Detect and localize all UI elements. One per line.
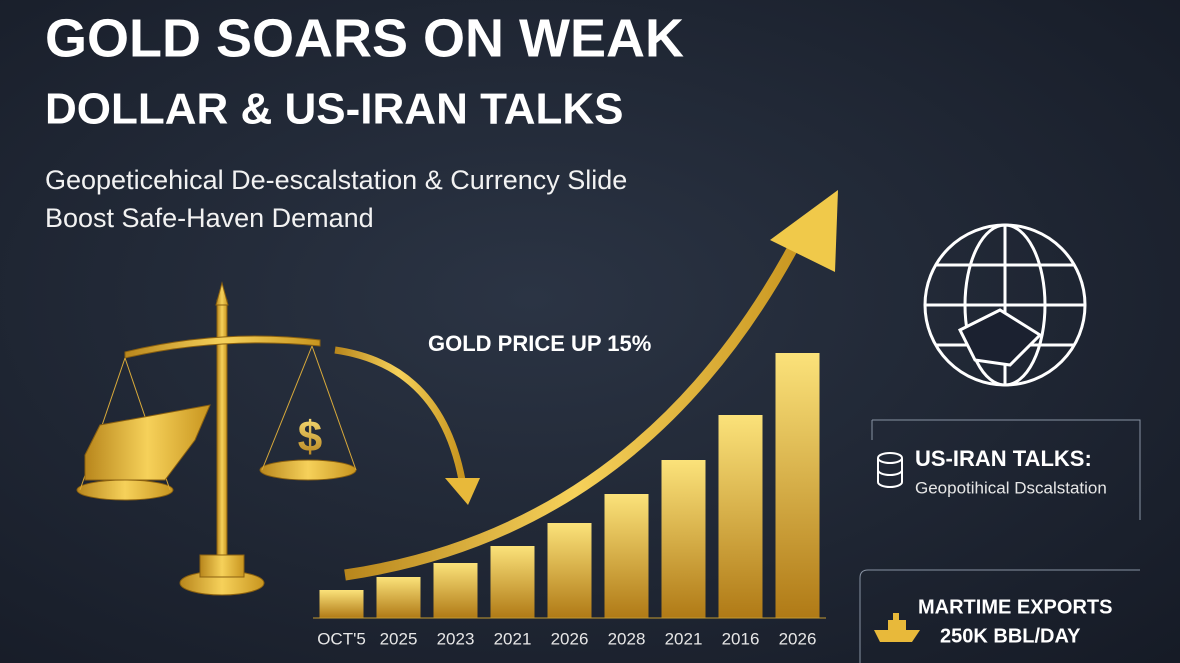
bar (661, 460, 706, 618)
bar (604, 494, 649, 618)
title-line: GOLD SOARS ON WEAK (45, 8, 684, 68)
bar (319, 590, 364, 618)
bar (490, 546, 535, 618)
title-line: DOLLAR & US-IRAN TALKS (45, 85, 623, 134)
panel-border (871, 419, 1141, 520)
curved-arrow (334, 346, 466, 481)
x-tick-label: 2026 (779, 629, 817, 648)
panel-heading: MARTIME EXPORTS (918, 596, 1112, 618)
x-tick-label: 2021 (665, 629, 703, 648)
trend-arrow (344, 222, 810, 581)
subtitle-line: Geopeticehical De-escalstation & Currenc… (45, 165, 627, 195)
x-tick-label: 2028 (608, 629, 646, 648)
bar (547, 523, 592, 618)
bar (433, 563, 478, 618)
ship-icon (874, 613, 920, 642)
x-tick-label: 2025 (380, 629, 418, 648)
scale-icon: $ (76, 281, 357, 596)
annotation: GOLD PRICE UP 15% (428, 331, 651, 356)
x-tick-label: 2021 (494, 629, 532, 648)
bar (718, 415, 763, 618)
x-tick-label: OCT'5 (317, 629, 366, 648)
x-tick-label: 2016 (722, 629, 760, 648)
bar (775, 353, 820, 618)
arrow-head (445, 478, 480, 505)
panel-border (859, 569, 1140, 663)
panel-text: Geopotihical Dscalstation (915, 478, 1107, 497)
x-tick-label: 2023 (437, 629, 475, 648)
subtitle-line: Boost Safe-Haven Demand (45, 203, 374, 233)
arrow-head (770, 190, 838, 272)
panel-text: 250K BBL/DAY (940, 625, 1081, 647)
database-icon (877, 452, 903, 488)
panel-heading: US-IRAN TALKS: (915, 446, 1092, 471)
x-tick-label: 2026 (551, 629, 589, 648)
globe-icon (923, 223, 1087, 387)
bar (376, 577, 421, 618)
svg-text:$: $ (298, 413, 322, 462)
